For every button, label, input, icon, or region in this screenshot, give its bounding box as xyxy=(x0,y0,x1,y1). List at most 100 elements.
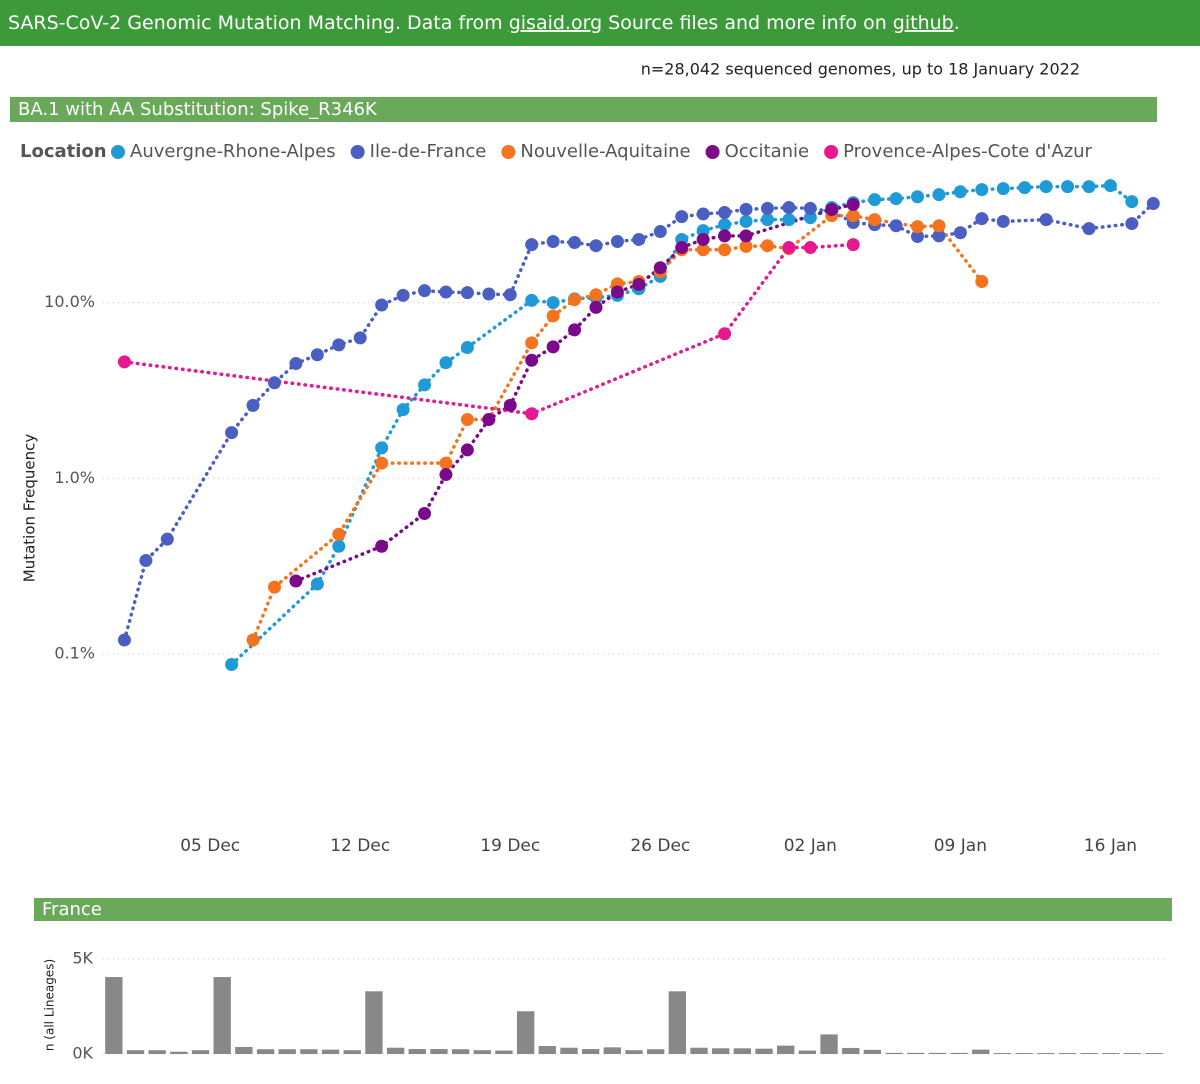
bar xyxy=(1145,1053,1163,1054)
data-point xyxy=(482,413,496,427)
data-point xyxy=(332,527,346,541)
x-tick-label: 19 Dec xyxy=(480,836,540,856)
data-point xyxy=(911,220,925,234)
legend-label: Occitanie xyxy=(725,141,810,162)
data-point xyxy=(803,211,817,225)
data-point xyxy=(782,241,796,255)
data-point xyxy=(332,539,346,553)
legend-marker xyxy=(824,145,839,159)
bar xyxy=(235,1046,253,1054)
data-point xyxy=(460,413,474,427)
bar xyxy=(733,1048,752,1054)
data-point xyxy=(460,341,474,355)
data-point xyxy=(1146,196,1160,210)
x-tick-label: 12 Dec xyxy=(330,836,390,856)
data-point xyxy=(246,633,260,647)
header-text: SARS-CoV-2 Genomic Mutation Matching. Da… xyxy=(8,12,960,34)
legend-marker xyxy=(111,145,125,159)
chart-title: BA.1 with AA Substitution: Spike_R346K xyxy=(18,99,378,120)
data-point xyxy=(803,241,817,255)
y-tick-label: 0K xyxy=(72,1044,93,1063)
data-point xyxy=(503,398,517,412)
data-point xyxy=(718,229,732,243)
data-point xyxy=(546,296,560,310)
data-point xyxy=(225,658,239,672)
bar xyxy=(993,1053,1012,1054)
data-point xyxy=(610,234,624,248)
data-point xyxy=(932,229,946,243)
data-point xyxy=(653,225,667,239)
data-point xyxy=(718,206,732,220)
bar xyxy=(1037,1053,1055,1054)
bar xyxy=(170,1051,188,1054)
data-point xyxy=(868,213,882,227)
bar xyxy=(928,1052,947,1054)
data-point xyxy=(718,243,732,257)
data-point xyxy=(696,232,710,246)
bar xyxy=(777,1045,795,1054)
bar xyxy=(885,1052,903,1054)
link[interactable]: gisaid.org xyxy=(509,12,602,34)
bar xyxy=(213,977,231,1054)
data-point xyxy=(846,209,860,223)
series-line xyxy=(229,183,1134,667)
data-point xyxy=(760,213,774,227)
bar xyxy=(451,1049,470,1054)
data-point xyxy=(589,300,603,314)
data-point xyxy=(1018,181,1032,195)
y-axis-label: Mutation Frequency xyxy=(21,434,39,583)
data-point xyxy=(760,239,774,253)
data-point xyxy=(589,239,603,253)
bar xyxy=(191,1050,210,1054)
data-point xyxy=(568,236,582,250)
legend-marker xyxy=(350,145,365,159)
legend-label: Ile-de-France xyxy=(370,141,487,162)
bar xyxy=(321,1049,340,1054)
data-point xyxy=(525,407,539,421)
y-axis-label: n (all Lineages) xyxy=(43,959,57,1051)
bar xyxy=(950,1052,968,1054)
data-point xyxy=(975,212,989,226)
data-point xyxy=(375,441,389,455)
data-point xyxy=(739,214,753,228)
data-point xyxy=(439,285,453,299)
y-tick-label: 0.1% xyxy=(54,643,95,662)
data-point xyxy=(460,443,474,457)
data-point xyxy=(396,403,410,417)
x-tick-label: 16 Jan xyxy=(1084,836,1137,856)
bar xyxy=(907,1052,925,1054)
data-point xyxy=(503,288,517,302)
bar xyxy=(798,1050,817,1054)
x-tick-label: 26 Dec xyxy=(630,836,690,856)
data-point xyxy=(975,183,989,197)
bar xyxy=(668,991,687,1054)
data-point xyxy=(139,554,153,568)
bar xyxy=(603,1047,621,1054)
data-point xyxy=(289,574,303,588)
data-point xyxy=(589,288,603,302)
series-line xyxy=(122,242,855,416)
data-point xyxy=(932,188,946,202)
data-point xyxy=(310,577,324,591)
bar xyxy=(863,1049,882,1054)
data-point xyxy=(375,298,389,312)
data-point xyxy=(653,261,667,275)
legend-label: Provence-Alpes-Cote d'Azur xyxy=(843,141,1092,162)
bar xyxy=(495,1050,513,1054)
data-point xyxy=(868,193,882,207)
legend-title: Location xyxy=(20,141,107,162)
data-point xyxy=(353,331,367,345)
data-point xyxy=(1039,180,1053,194)
series-line xyxy=(294,202,855,583)
data-point xyxy=(696,207,710,221)
y-tick-label: 10.0% xyxy=(44,292,95,311)
data-point xyxy=(760,201,774,215)
data-point xyxy=(996,182,1010,196)
data-point xyxy=(1125,217,1139,231)
bar xyxy=(365,991,383,1054)
data-point xyxy=(1082,222,1096,236)
link[interactable]: github xyxy=(893,12,954,34)
data-point xyxy=(911,190,925,204)
legend-label: Nouvelle-Aquitaine xyxy=(520,141,690,162)
